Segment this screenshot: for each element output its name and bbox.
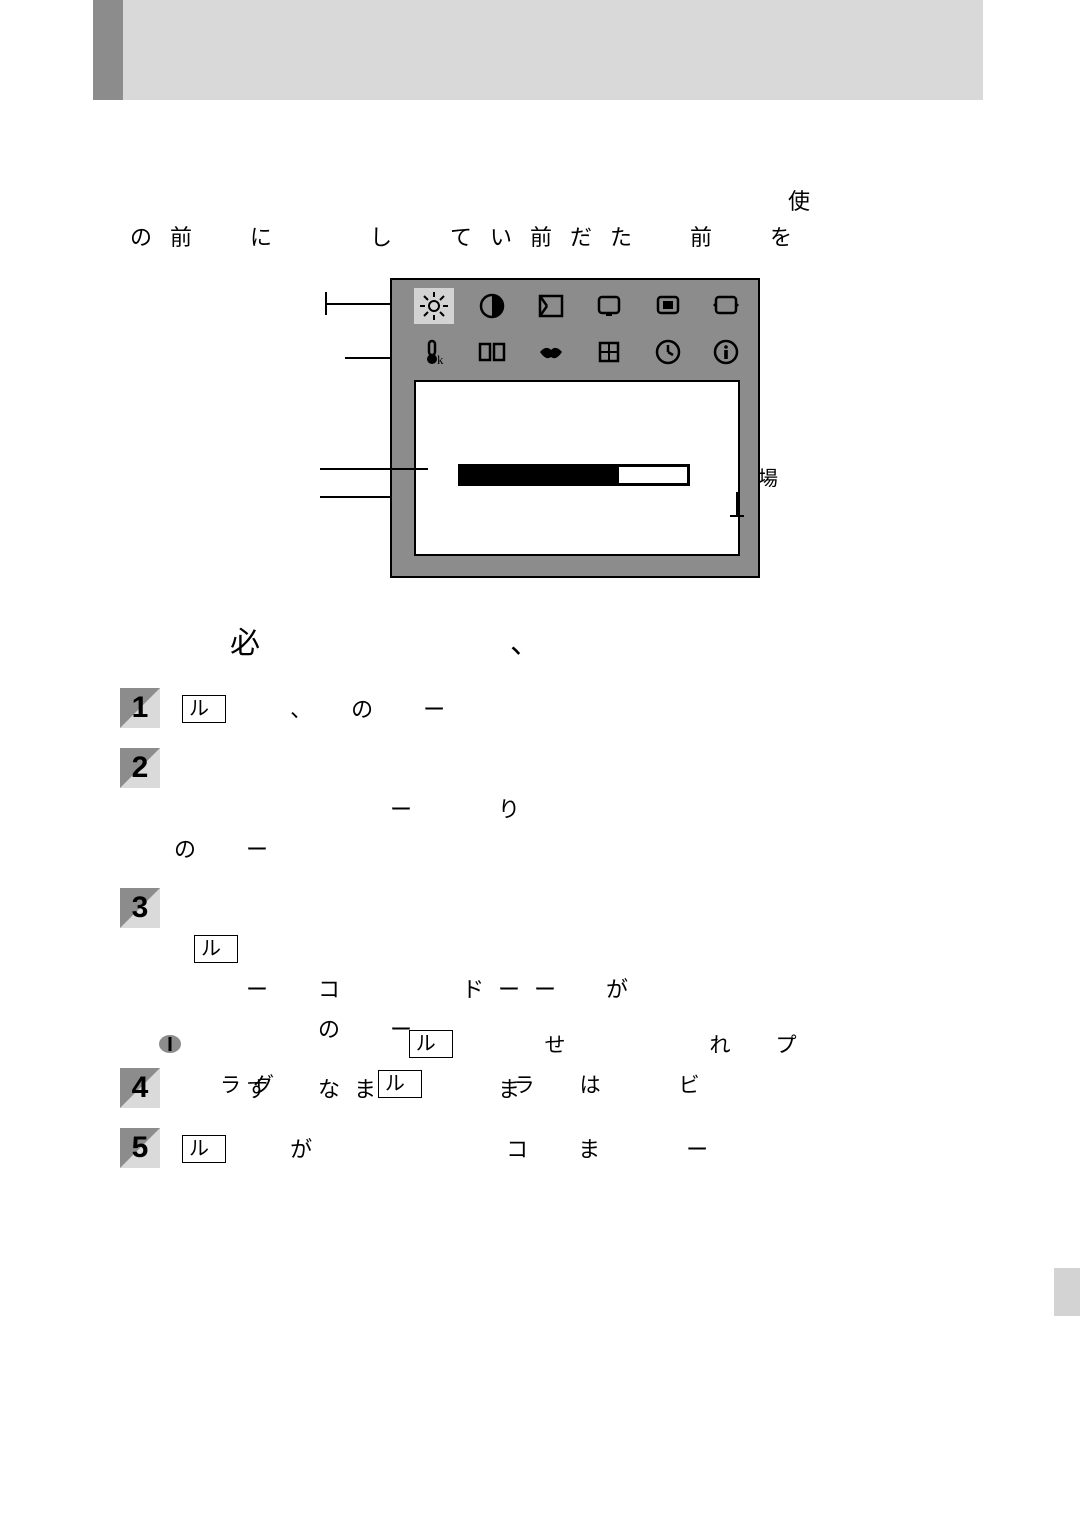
colortemp-icon: k <box>414 334 454 370</box>
note-text <box>218 1034 383 1057</box>
callout-line <box>345 357 390 359</box>
step-text: ー り の ー <box>174 797 534 862</box>
step-body: ル 、 の ー <box>174 688 459 730</box>
note-text: ラグ <box>220 1074 352 1097</box>
corner-label: 使 <box>788 184 810 216</box>
clock-icon <box>648 334 688 370</box>
step-number: 3 <box>120 888 160 928</box>
brightness-icon <box>414 288 454 324</box>
screen1-icon <box>589 288 629 324</box>
steps-list: 1 ル 、 の ー 2 ー り の ー 3 ル ー コ ドーー が の ー 4 … <box>120 688 900 1188</box>
step-number: 5 <box>120 1128 160 1168</box>
note-text: ラ は ビ <box>448 1074 712 1097</box>
chip-label: ル <box>182 695 226 723</box>
osd-icon-row-2: k <box>392 326 758 372</box>
step-item: 5 ル が コ ま ー <box>120 1128 900 1170</box>
svg-text:k: k <box>437 352 444 367</box>
osd-slider-max-label: 場 <box>758 462 778 491</box>
position-icon <box>589 334 629 370</box>
osd-icon-row-1 <box>392 280 758 326</box>
step-item: 1 ル 、 の ー <box>120 688 900 730</box>
osd-panel: k 場 <box>390 278 760 578</box>
right-side-tab <box>1054 1268 1080 1316</box>
lips-icon <box>531 334 571 370</box>
note-bullet-icon <box>158 1030 182 1054</box>
step-number: 4 <box>120 1068 160 1108</box>
chip-label: ル <box>194 935 238 963</box>
step-number: 2 <box>120 748 160 788</box>
screen2-icon <box>648 288 688 324</box>
osd-content-area: 場 <box>414 380 740 556</box>
callout-line <box>320 468 428 470</box>
step-body: ル が コ ま ー <box>174 1128 722 1170</box>
chip-label: ル <box>378 1070 422 1098</box>
step-text: が コ ま ー <box>254 1137 722 1162</box>
page-header-band <box>93 0 983 100</box>
callout-line <box>736 492 738 516</box>
note-text: せ れ プ <box>479 1034 809 1057</box>
screen3-icon <box>706 288 746 324</box>
callout-line <box>730 515 744 517</box>
chip-label: ル <box>182 1135 226 1163</box>
note-block: ル せ れ プ ラグ ル ラ は ビ <box>158 1026 918 1106</box>
step-item: 2 ー り の ー <box>120 748 900 870</box>
page-header-tab <box>93 0 123 100</box>
step-number: 1 <box>120 688 160 728</box>
chip-label: ル <box>409 1030 453 1058</box>
intro-text: の前 に し てい前だた 前 を <box>130 220 810 252</box>
section-heading: 必 、 <box>230 618 580 662</box>
callout-line <box>320 496 392 498</box>
callout-line <box>325 292 327 315</box>
osd-slider-fill <box>461 467 619 483</box>
step-body: ー り の ー <box>174 748 534 870</box>
info-icon <box>706 334 746 370</box>
contrast-icon <box>472 288 512 324</box>
step-text: 、 の ー <box>254 697 459 722</box>
geometry-icon <box>531 288 571 324</box>
osd-slider <box>458 464 690 486</box>
dual-icon <box>472 334 512 370</box>
callout-line <box>325 303 390 305</box>
